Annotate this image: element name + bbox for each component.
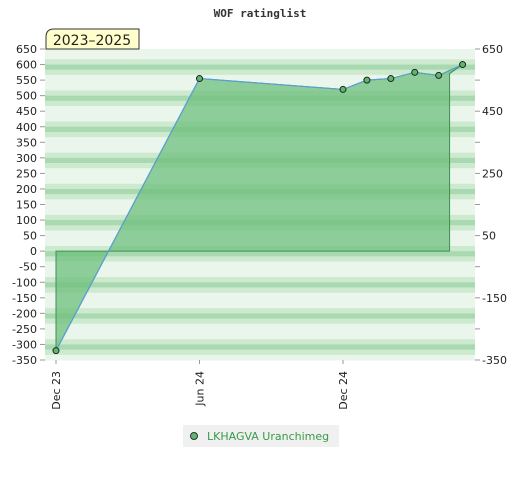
data-point: [196, 75, 203, 83]
data-point: [363, 76, 371, 84]
left-y-tick-label: -150: [12, 292, 37, 305]
x-axis: Dec 23 Jun 24 Dec 24: [50, 360, 350, 410]
data-markers: [52, 61, 467, 355]
left-y-tick-label: 50: [23, 230, 37, 243]
background-band: [45, 302, 475, 309]
legend-marker-icon: [190, 432, 198, 440]
data-point: [387, 75, 395, 83]
left-y-tick-label: 100: [16, 214, 37, 227]
left-y-tick-label: -350: [12, 354, 37, 367]
left-y-tick-label: 600: [16, 59, 37, 72]
background-band: [45, 313, 475, 320]
rating-line: [55, 64, 463, 351]
data-point: [339, 85, 347, 93]
left-y-tick-label: 550: [16, 74, 37, 87]
chart-title: WOF ratinglist: [214, 7, 307, 20]
period-badge-box: [45, 28, 140, 50]
background-band: [45, 354, 475, 361]
left-y-tick-label: -300: [12, 338, 37, 351]
background-band: [45, 277, 475, 283]
background-band: [45, 318, 475, 325]
left-y-tick-label: 650: [16, 43, 37, 56]
background-band: [45, 292, 475, 299]
background-band: [45, 297, 475, 304]
background-band: [45, 328, 475, 335]
legend[interactable]: LKHAGVA Uranchimeg: [183, 425, 339, 447]
left-y-tick-label: 250: [16, 167, 37, 180]
right-y-tick-label: 50: [482, 230, 496, 243]
left-y-tick-label: -250: [12, 323, 37, 336]
left-y-tick-label: 300: [16, 152, 37, 165]
left-y-tick-label: 450: [16, 105, 37, 118]
left-y-tick-label: 200: [16, 183, 37, 196]
background-band: [45, 287, 475, 294]
data-point: [52, 347, 60, 355]
background-band: [45, 282, 475, 288]
background-band: [45, 256, 475, 263]
right-y-tick-label: 250: [482, 167, 503, 180]
background-band: [45, 339, 475, 345]
left-y-tick-label: 0: [30, 245, 37, 258]
left-y-tick-label: 350: [16, 136, 37, 149]
legend-series-label: LKHAGVA Uranchimeg: [207, 430, 329, 443]
rating-area: [55, 64, 463, 351]
right-y-tick-label: 650: [482, 43, 503, 56]
period-badge-label: 2023–2025: [53, 33, 131, 49]
background-band: [45, 64, 475, 71]
left-y-tick-label: -50: [19, 261, 37, 274]
right-y-tick-label: -150: [482, 292, 507, 305]
left-y-tick-label: 400: [16, 121, 37, 134]
background-band: [45, 59, 475, 66]
background-band: [45, 266, 475, 273]
x-tick-label: Jun 24: [194, 371, 207, 407]
right-y-tick-label: -350: [482, 354, 507, 367]
left-y-tick-label: 500: [16, 90, 37, 103]
background-band: [45, 251, 475, 257]
period-badge: 2023–2025: [45, 28, 140, 50]
data-point: [411, 68, 419, 76]
left-y-tick-label: 150: [16, 199, 37, 212]
right-y-tick-label: 450: [482, 105, 503, 118]
background-band: [45, 74, 475, 81]
data-point: [459, 61, 467, 69]
x-tick-label: Dec 23: [50, 371, 63, 410]
data-point: [435, 71, 443, 79]
left-y-tick-label: -100: [12, 276, 37, 289]
background-band: [45, 344, 475, 351]
left-y-axis: 650600550500450400350300250200150100500-…: [12, 43, 45, 367]
right-y-axis: 650 450 250 50 -150 -350: [475, 43, 507, 367]
legend-box: [183, 425, 339, 447]
background-band: [45, 54, 475, 60]
background-band: [45, 271, 475, 278]
background-band: [45, 308, 475, 314]
background-band: [45, 323, 475, 330]
x-tick-label: Dec 24: [337, 371, 350, 410]
background-band: [45, 349, 475, 356]
background-band: [45, 69, 475, 76]
background-band: [45, 49, 475, 55]
background-band: [45, 261, 475, 268]
left-y-tick-label: -200: [12, 307, 37, 320]
background-band: [45, 334, 475, 340]
